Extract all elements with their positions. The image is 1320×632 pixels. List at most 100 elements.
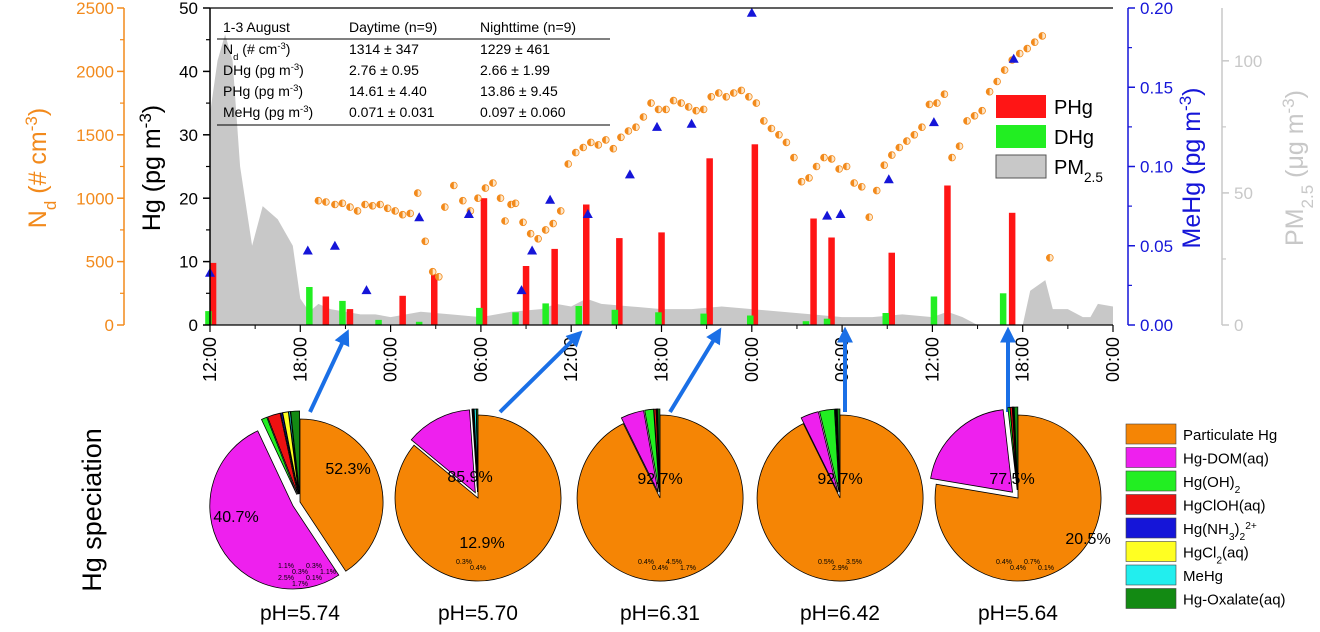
nd-point [722, 93, 730, 101]
mehg-axis-tick-label: 0.20 [1140, 0, 1173, 18]
dhg-bar [930, 296, 938, 325]
nd-point [775, 131, 783, 139]
mehg-axis-tick-label: 0.00 [1140, 316, 1173, 335]
mehg-axis-tick-label: 0.05 [1140, 237, 1173, 256]
x-tick-label: 00:00 [742, 337, 762, 382]
top-legend: PHg DHg PM2.5 [995, 95, 1103, 185]
nd-point [586, 138, 595, 147]
mehg-point [302, 245, 313, 255]
pie-percent-label: 20.5% [1065, 531, 1110, 548]
mehg-axis-title: MeHg (pg m-3) [1176, 88, 1207, 249]
table-row-label: Nd (# cm-3) [223, 41, 290, 63]
phg-bar [828, 237, 835, 325]
nd-point [978, 106, 986, 115]
phg-bar [706, 158, 713, 325]
nd-point [617, 133, 625, 142]
phg-bar [431, 274, 438, 325]
dhg-bar [306, 287, 313, 325]
mehg-point [1008, 53, 1019, 63]
phg-bar [658, 232, 665, 325]
arrows-layer [308, 326, 1016, 414]
nd-point [662, 105, 670, 114]
nd-point [383, 204, 392, 213]
mehg-point [652, 121, 662, 131]
nd-point [413, 189, 422, 197]
pie-small-label: 0.1% [1038, 565, 1054, 572]
table-row-label: DHg (pg m-3) [223, 62, 304, 79]
pie-slice [410, 409, 476, 494]
table-header-cell: Nighttime (n=9) [480, 19, 576, 35]
mehg-axis-tick-label: 0.15 [1140, 78, 1173, 97]
nd-point [338, 199, 347, 208]
pie-small-label: 1.7% [292, 581, 308, 588]
nd-point [737, 86, 746, 95]
dhg-bar [542, 303, 549, 325]
phg-bar [944, 185, 951, 325]
pie-small-label: 2.5% [278, 575, 294, 582]
nd-point [902, 137, 911, 145]
pie-chart: 92.7%0.4%0.4%4.5%1.7%pH=6.31 [576, 408, 744, 625]
nd-point [684, 103, 693, 111]
pie-legend-label: Hg(NH3)22+ [1183, 521, 1257, 543]
dhg-bar [575, 306, 582, 325]
pie-slice [819, 408, 840, 493]
nd-points-layer [314, 32, 1054, 281]
phg-bar [1008, 212, 1016, 325]
phg-bar [888, 252, 895, 325]
nd-point [820, 153, 828, 162]
phg-bar [522, 266, 530, 325]
pie-small-label: 0.3% [456, 559, 472, 566]
nd-point [458, 196, 467, 205]
hg-bars-layer [205, 144, 1016, 325]
phg-bar [616, 238, 623, 325]
pie-percent-label: 85.9% [447, 469, 492, 486]
mehg-point [545, 194, 556, 204]
nd-point [1038, 32, 1047, 40]
nd-point [647, 99, 655, 107]
mehg-point [414, 212, 425, 222]
nd-point [1000, 66, 1009, 74]
nd-point [1046, 253, 1054, 262]
nd-point [501, 217, 509, 225]
pie-small-label: 4.5% [666, 559, 682, 566]
nd-point [835, 165, 843, 173]
nd-point [421, 237, 430, 246]
mehg-point [746, 7, 757, 17]
nd-point [805, 174, 813, 182]
pie-slice [800, 411, 839, 493]
x-tick-label: 18:00 [290, 337, 310, 382]
pie-small-label: 0.4% [470, 565, 486, 572]
nd-axis-tick-label: 0 [105, 316, 114, 335]
nd-point [496, 194, 505, 203]
nd-point [391, 207, 399, 215]
pie-legend-label: HgCl2(aq) [1183, 545, 1249, 567]
pie-legend-label: Particulate Hg [1183, 427, 1277, 444]
pie-legend-label: Hg-Oxalate(aq) [1183, 592, 1286, 609]
mehg-axis-tick-label: 0.10 [1140, 158, 1173, 177]
legend-swatch [995, 154, 1047, 179]
nd-point [993, 77, 1001, 86]
mehg-point [822, 210, 833, 220]
nd-point [481, 184, 490, 192]
table-night-value: 0.097 ± 0.060 [480, 104, 566, 120]
dhg-bar [415, 321, 423, 325]
table-night-value: 1229 ± 461 [480, 41, 550, 57]
dhg-bar [205, 311, 212, 325]
pie-slice [288, 411, 300, 495]
phg-bar [346, 309, 354, 325]
nd-point [440, 203, 449, 211]
stats-table: 1-3 August Daytime (n=9) Nighttime (n=9) Nd… [217, 19, 610, 126]
nd-point [632, 123, 640, 131]
x-tick-label: 06:00 [471, 337, 491, 382]
x-tick-label: 18:00 [652, 337, 672, 382]
legend-label: PHg [1054, 97, 1093, 119]
nd-point [594, 141, 603, 149]
dhg-bar [375, 319, 382, 325]
hg-axis-tick-label: 20 [179, 189, 198, 208]
nd-point [797, 177, 806, 186]
x-tick-label: 12:00 [922, 337, 942, 382]
mehg-point [582, 209, 593, 218]
pie-charts-layer: Hg speciation 40.7%52.3%1.1%0.3%0.3%1.1%2… [77, 406, 1111, 625]
pie-slice [1013, 406, 1019, 491]
nd-point [534, 235, 542, 243]
